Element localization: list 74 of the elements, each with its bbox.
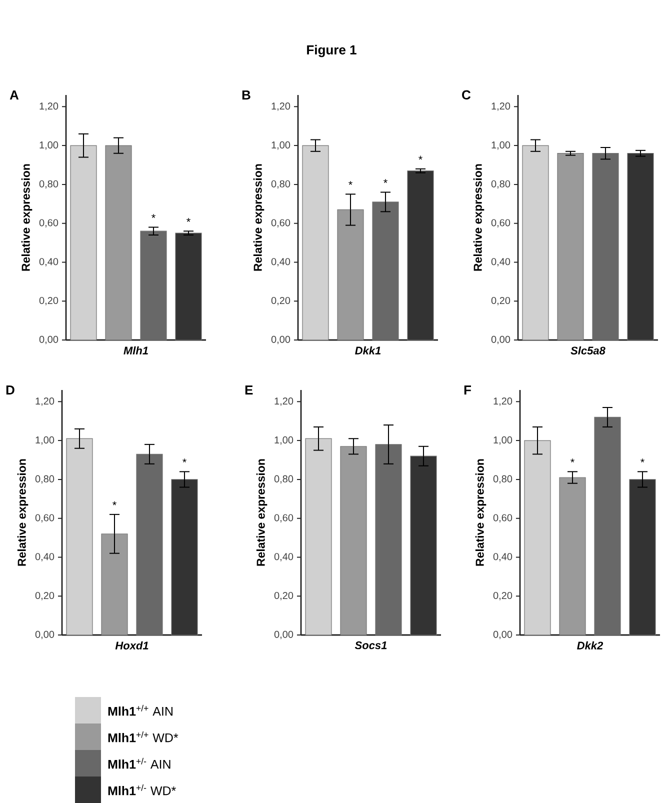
data-label: * [186, 218, 190, 222]
y-tick-label: 1,20 [272, 102, 290, 111]
y-tick-label: 1,20 [494, 398, 512, 406]
x-axis-title: Dkk1 [355, 346, 381, 354]
y-tick-label: 0,40 [35, 553, 54, 562]
chart-title: B [242, 90, 250, 100]
y-axis-title: Relative expression [256, 459, 268, 566]
y-axis-title: Relative expression [473, 164, 484, 271]
text: Mlh1$^{+/-}$ AIN [108, 758, 170, 769]
y-tick-label: 0,60 [39, 219, 58, 228]
data-label: * [640, 458, 644, 462]
data-label: * [348, 181, 352, 185]
y-tick-label: 1,00 [492, 141, 510, 150]
y-axis-title: Relative expression [475, 459, 486, 566]
y-tick-label: 0,20 [491, 296, 510, 306]
text: Mlh1$^{+/+}$ AIN [108, 704, 172, 716]
y-tick-label: 1,00 [40, 141, 58, 150]
data-label: * [384, 179, 388, 183]
y-tick-label: 0,40 [274, 553, 294, 562]
chart-title: E [245, 386, 253, 394]
y-tick-label: 0,40 [39, 258, 58, 266]
caption: Figure 1 [307, 44, 356, 58]
y-tick-label: 0,40 [493, 553, 512, 562]
y-tick-label: 0,80 [35, 475, 54, 484]
y-tick-label: 0,80 [39, 180, 58, 189]
y-tick-label: 0,00 [491, 336, 510, 344]
x-axis-title: Hoxd1 [115, 641, 148, 650]
x-axis-title: Socs1 [354, 641, 387, 650]
data-label: * [182, 458, 186, 462]
y-tick-label: 0,60 [493, 514, 512, 522]
y-tick-label: 0,80 [271, 180, 290, 189]
chart-title: D [6, 386, 14, 394]
y-tick-label: 0,80 [493, 475, 512, 484]
y-tick-label: 1,20 [36, 398, 54, 406]
y-axis-title: Relative expression [253, 164, 264, 271]
chart-title: F [464, 386, 471, 394]
x-axis-title: Slc5a8 [570, 346, 606, 354]
y-tick-label: 0,60 [491, 219, 510, 228]
y-tick-label: 1,20 [274, 398, 294, 406]
y-tick-label: 0,00 [39, 336, 58, 344]
y-tick-label: 0,00 [271, 336, 290, 344]
text: Mlh1$^{+/-}$ WD* [108, 784, 176, 796]
y-tick-label: 0,00 [35, 630, 54, 640]
y-tick-label: 0,60 [271, 219, 290, 228]
y-tick-label: 0,20 [493, 592, 512, 600]
y-tick-label: 0,80 [274, 475, 294, 484]
y-tick-label: 0,80 [491, 180, 510, 189]
x-axis-title: Dkk2 [577, 641, 604, 650]
y-tick-label: 1,00 [272, 141, 290, 150]
y-tick-label: 0,20 [274, 592, 294, 600]
y-tick-label: 0,00 [274, 630, 294, 640]
y-tick-label: 1,00 [36, 436, 54, 445]
data-label: * [570, 458, 574, 462]
data-label: * [112, 501, 116, 506]
y-tick-label: 0,40 [491, 258, 510, 266]
text: Mlh1$^{+/+}$ WD* [108, 731, 178, 742]
y-tick-label: 0,60 [274, 514, 294, 522]
y-tick-label: 1,20 [492, 102, 510, 111]
chart-title: A [10, 90, 19, 100]
chart-title: C [462, 90, 471, 100]
y-tick-label: 0,20 [39, 296, 58, 306]
y-tick-label: 1,20 [40, 102, 58, 111]
y-tick-label: 0,20 [35, 592, 54, 600]
data-label: * [418, 156, 422, 160]
y-tick-label: 0,20 [271, 296, 290, 306]
y-tick-label: 0,00 [493, 630, 512, 640]
y-tick-label: 0,60 [35, 514, 54, 522]
y-axis-title: Relative expression [21, 164, 32, 271]
x-axis-title: Mlh1 [124, 346, 148, 354]
y-tick-label: 0,40 [271, 258, 290, 266]
data-label: * [152, 214, 156, 218]
y-tick-label: 1,00 [494, 436, 512, 445]
y-tick-label: 1,00 [274, 436, 294, 445]
y-axis-title: Relative expression [17, 459, 28, 566]
